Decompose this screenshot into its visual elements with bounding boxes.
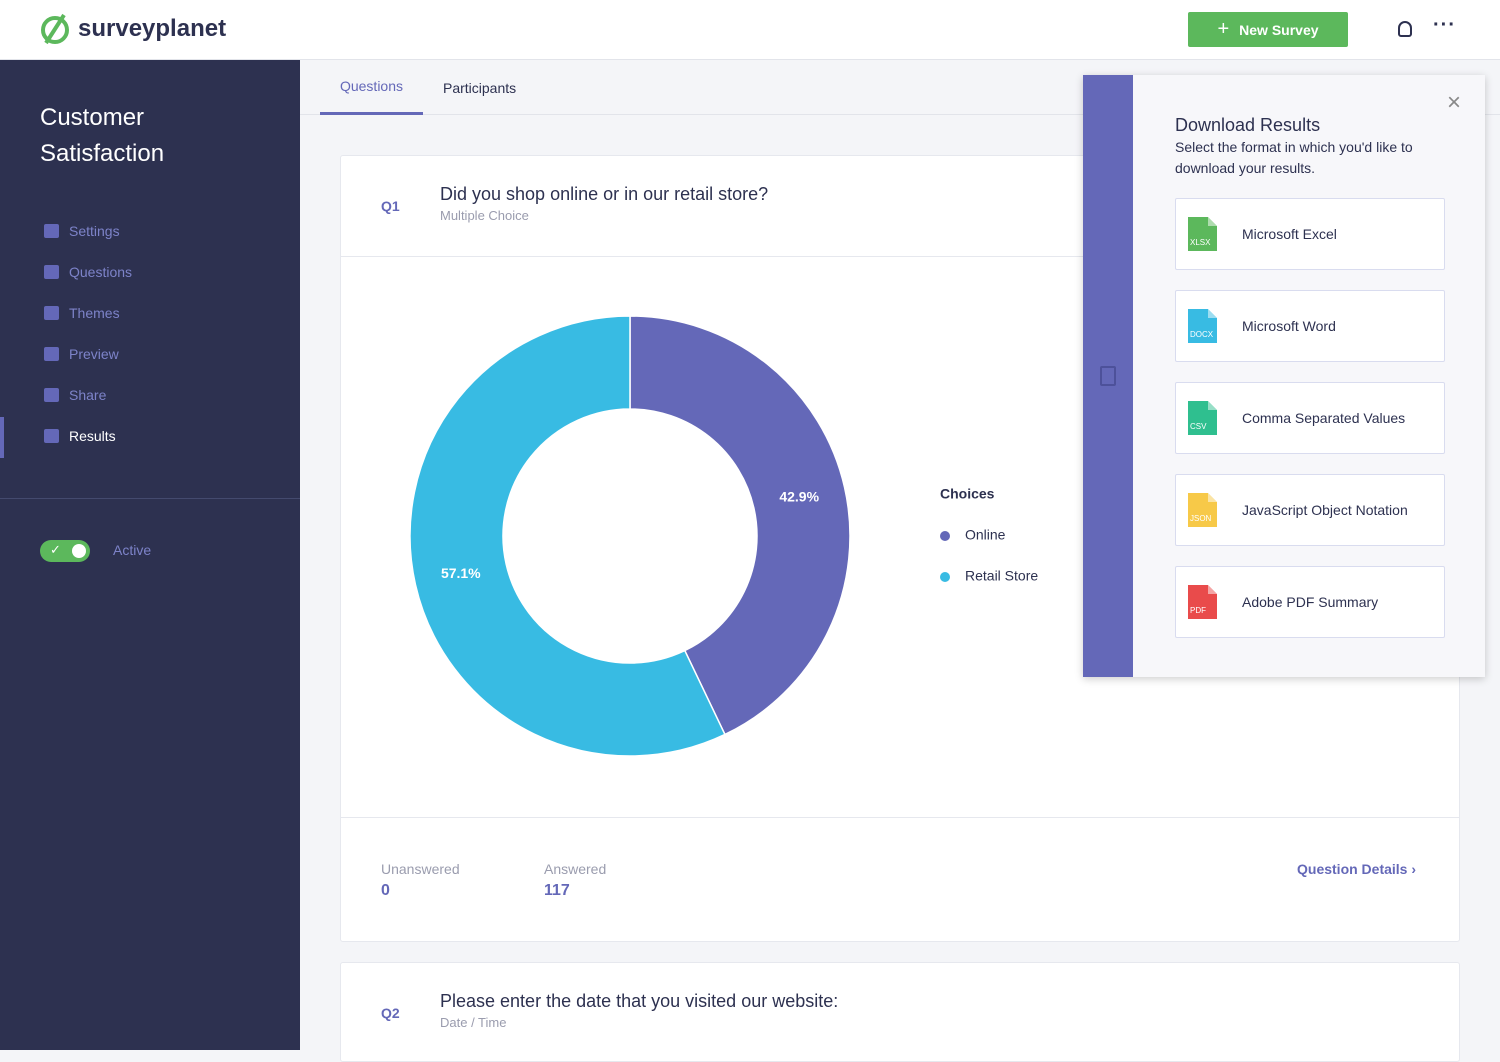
nav-icon — [44, 265, 59, 279]
panel-title: Download Results — [1175, 115, 1321, 135]
format-label: Microsoft Word — [1242, 318, 1336, 334]
legend-label: Online — [965, 527, 1006, 543]
format-label: Comma Separated Values — [1242, 410, 1406, 426]
active-toggle[interactable]: ✓ — [40, 540, 90, 562]
active-label: Active — [113, 542, 152, 558]
nav-label: Settings — [69, 223, 120, 239]
file-icon: PDF — [1188, 585, 1217, 619]
file-icon: XLSX — [1188, 217, 1217, 251]
file-fold — [1208, 309, 1217, 318]
legend-dot — [940, 572, 950, 582]
survey-title: Customer Satisfaction — [40, 104, 165, 167]
stat-label: Unanswered — [381, 861, 460, 877]
tab[interactable]: Questions — [320, 60, 423, 115]
format-option[interactable]: XLSX Microsoft Excel — [1175, 198, 1445, 270]
file-fold — [1208, 493, 1217, 502]
panel-strip — [1083, 75, 1133, 677]
file-badge: DOCX — [1190, 330, 1214, 339]
file-fold — [1208, 585, 1217, 594]
legend-dot — [940, 531, 950, 541]
question-kind: Date / Time — [440, 1015, 507, 1030]
donut-chart: 42.9% 57.1% Choices Online Retail Store — [409, 315, 1038, 757]
notifications-icon[interactable] — [1398, 21, 1412, 37]
new-survey-button[interactable]: + New Survey — [1188, 12, 1348, 47]
file-fold — [1208, 217, 1217, 226]
nav-item[interactable]: Themes — [44, 305, 120, 321]
question-kind: Multiple Choice — [440, 208, 529, 223]
logo-icon — [41, 13, 69, 45]
question-number: Q2 — [381, 1005, 400, 1021]
nav-label: Preview — [69, 346, 119, 362]
donut-slice — [409, 315, 726, 757]
file-fold — [1208, 401, 1217, 410]
tab[interactable]: Participants — [443, 80, 517, 96]
question-number: Q1 — [381, 198, 400, 214]
question-text: Please enter the date that you visited o… — [440, 991, 839, 1011]
format-option[interactable]: JSON JavaScript Object Notation — [1175, 474, 1445, 546]
legend-title: Choices — [940, 486, 995, 502]
question-card: Q2 Please enter the date that you visite… — [340, 962, 1460, 1062]
stat-label: Answered — [544, 861, 607, 877]
nav-icon — [44, 306, 59, 320]
format-label: JavaScript Object Notation — [1242, 502, 1408, 518]
header: surveyplanet + New Survey ··· — [0, 0, 1500, 60]
divider — [0, 498, 300, 499]
close-button[interactable]: × — [1447, 89, 1462, 116]
file-badge: JSON — [1190, 514, 1212, 523]
active-indicator — [0, 417, 4, 458]
format-option[interactable]: CSV Comma Separated Values — [1175, 382, 1445, 454]
file-badge: PDF — [1190, 606, 1206, 615]
more-menu[interactable]: ··· — [1433, 14, 1456, 36]
nav-label: Questions — [69, 264, 133, 280]
nav-label: Share — [69, 387, 107, 403]
nav-item[interactable]: Settings — [44, 223, 120, 239]
file-icon: CSV — [1188, 401, 1217, 435]
format-option[interactable]: PDF Adobe PDF Summary — [1175, 566, 1445, 638]
question-details-link[interactable]: Question Details › — [1297, 861, 1417, 877]
new-survey-label: New Survey — [1239, 21, 1319, 38]
divider — [341, 256, 1459, 257]
nav-icon — [44, 388, 59, 402]
donut-slice — [629, 315, 851, 736]
nav-icon — [44, 429, 59, 443]
logo[interactable]: surveyplanet — [78, 15, 227, 42]
file-badge: CSV — [1190, 422, 1207, 431]
tabs: Questions Participants — [300, 60, 1500, 115]
nav-item[interactable]: Share — [44, 387, 106, 403]
format-label: Microsoft Excel — [1242, 226, 1337, 242]
stat-value: 117 — [544, 882, 570, 899]
file-badge: XLSX — [1190, 238, 1211, 247]
sidebar: Customer Satisfaction ✓ Active Settings Q… — [0, 60, 300, 1050]
nav-icon — [44, 224, 59, 238]
stat-value: 0 — [381, 882, 390, 899]
slice-label: 42.9% — [779, 488, 819, 504]
nav-item[interactable]: Questions — [44, 264, 132, 280]
nav-label: Themes — [69, 305, 120, 321]
panel-description: Select the format in which you'd like to… — [1175, 139, 1413, 176]
details-label: Question Details — [1297, 861, 1408, 877]
format-label: Adobe PDF Summary — [1242, 594, 1379, 610]
question-text: Did you shop online or in our retail sto… — [440, 184, 769, 204]
slice-label: 57.1% — [441, 565, 481, 581]
nav-item[interactable]: Results — [44, 428, 116, 444]
nav-icon — [44, 347, 59, 361]
nav-item[interactable]: Preview — [44, 346, 119, 362]
divider — [341, 817, 1459, 818]
format-option[interactable]: DOCX Microsoft Word — [1175, 290, 1445, 362]
legend-label: Retail Store — [965, 568, 1038, 584]
file-icon: DOCX — [1188, 309, 1217, 343]
nav-label: Results — [69, 428, 116, 444]
file-icon: JSON — [1188, 493, 1217, 527]
